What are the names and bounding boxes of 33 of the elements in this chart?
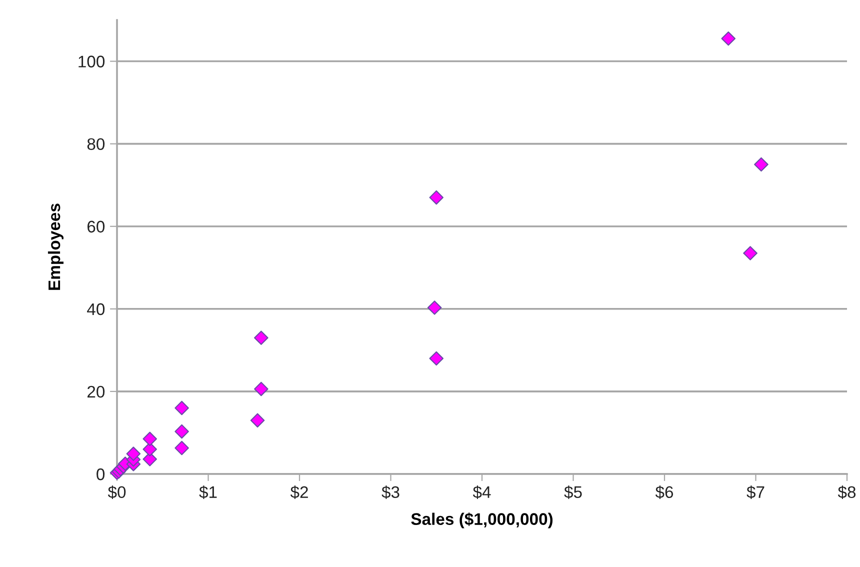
point (743, 246, 758, 260)
point (142, 452, 157, 466)
x-tick-label: $6 (655, 486, 674, 500)
x-tick-label: $8 (838, 486, 856, 500)
point (126, 446, 141, 461)
x-tick-label: $1 (199, 486, 217, 500)
point (754, 157, 768, 172)
point (721, 31, 736, 46)
point (142, 442, 157, 456)
y-tick-label: 80 (87, 138, 105, 150)
y-axis-title: Employees (48, 204, 64, 290)
x-tick-label: $7 (746, 486, 764, 500)
y-tick-label: 20 (87, 386, 105, 398)
point (429, 351, 444, 366)
x-tick-label: $3 (382, 486, 400, 500)
x-tick-label: $5 (564, 486, 582, 500)
y-tick-label: 0 (96, 468, 105, 480)
point (174, 440, 189, 456)
y-tick-label: 60 (88, 220, 105, 233)
point (427, 300, 442, 315)
x-tick-label: $4 (472, 486, 491, 500)
x-axis-title: Sales ($1,000,000) (411, 512, 553, 528)
point (142, 432, 157, 446)
point (174, 400, 189, 416)
point (254, 382, 268, 396)
point (429, 190, 444, 205)
x-tick-label: $0 (108, 486, 126, 500)
point (254, 330, 268, 345)
y-tick-label: 100 (78, 56, 105, 68)
x-tick-label: $2 (290, 486, 308, 500)
y-tick-label: 40 (87, 303, 105, 316)
point (174, 424, 189, 439)
point (250, 413, 265, 428)
